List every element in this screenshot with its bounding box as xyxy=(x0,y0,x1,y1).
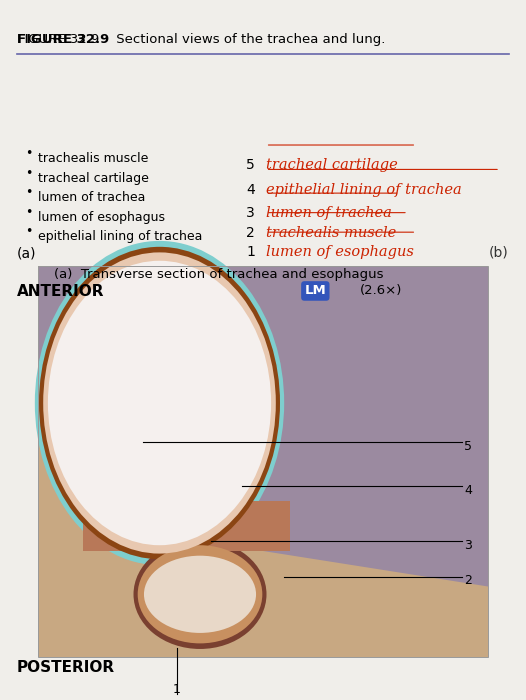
Text: 2: 2 xyxy=(246,226,255,240)
Text: •: • xyxy=(25,186,32,200)
Text: 5: 5 xyxy=(246,158,255,172)
Text: epithelial lining of trachea: epithelial lining of trachea xyxy=(38,230,203,243)
Text: •: • xyxy=(25,206,32,218)
Ellipse shape xyxy=(48,261,271,545)
Ellipse shape xyxy=(39,247,280,559)
Text: •: • xyxy=(25,225,32,238)
Polygon shape xyxy=(182,266,488,587)
Text: tracheal cartilage: tracheal cartilage xyxy=(38,172,149,185)
Text: lumen of esophagus: lumen of esophagus xyxy=(266,246,413,260)
Text: 3: 3 xyxy=(464,539,472,552)
Text: 5: 5 xyxy=(464,440,472,453)
Text: lumen of trachea: lumen of trachea xyxy=(38,191,145,204)
Ellipse shape xyxy=(43,253,276,554)
Text: 4: 4 xyxy=(246,183,255,197)
Text: lumen of esophagus: lumen of esophagus xyxy=(38,211,165,223)
Text: 1: 1 xyxy=(246,246,255,260)
Text: •: • xyxy=(25,167,32,180)
Text: (2.6×): (2.6×) xyxy=(360,284,402,298)
Ellipse shape xyxy=(138,545,262,643)
Text: LM: LM xyxy=(305,284,326,298)
Text: tracheal cartilage: tracheal cartilage xyxy=(266,158,397,172)
Text: (a)  Transverse section of trachea and esophagus: (a) Transverse section of trachea and es… xyxy=(54,267,383,281)
Text: •: • xyxy=(25,147,32,160)
Polygon shape xyxy=(38,266,227,414)
Text: 3: 3 xyxy=(246,206,255,220)
Text: (a): (a) xyxy=(17,247,37,261)
Text: ANTERIOR: ANTERIOR xyxy=(17,284,105,299)
Text: 1: 1 xyxy=(173,682,180,696)
Ellipse shape xyxy=(134,540,267,649)
Ellipse shape xyxy=(144,556,256,633)
Text: (b): (b) xyxy=(489,246,509,260)
Text: trachealis muscle: trachealis muscle xyxy=(266,226,396,240)
Text: lumen of trachea: lumen of trachea xyxy=(266,206,391,220)
Ellipse shape xyxy=(35,241,284,565)
Bar xyxy=(38,266,488,657)
Text: 2: 2 xyxy=(464,574,472,587)
Text: trachealis muscle: trachealis muscle xyxy=(38,152,148,165)
Bar xyxy=(38,266,488,657)
Text: FIGURE 32.9    Sectional views of the trachea and lung.: FIGURE 32.9 Sectional views of the trach… xyxy=(17,33,386,46)
Text: epithelial lining of trachea: epithelial lining of trachea xyxy=(266,183,461,197)
Text: 4: 4 xyxy=(464,484,472,496)
Text: FIGURE 32.9: FIGURE 32.9 xyxy=(17,33,109,46)
Text: POSTERIOR: POSTERIOR xyxy=(17,660,115,675)
Polygon shape xyxy=(83,500,290,552)
